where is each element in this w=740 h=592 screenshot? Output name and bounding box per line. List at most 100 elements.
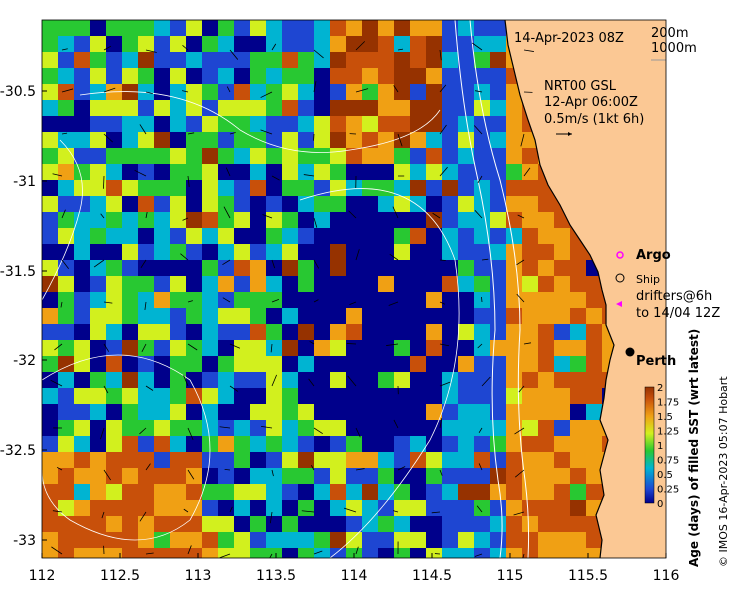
current-vector: [61, 132, 68, 135]
sst-cell: [362, 420, 379, 437]
sst-cell: [538, 532, 555, 549]
sst-cell: [426, 548, 443, 558]
sst-cell: [410, 260, 427, 277]
sst-cell: [506, 164, 523, 181]
sst-cell: [154, 388, 171, 405]
sst-cell: [250, 212, 267, 229]
sst-cell: [250, 164, 267, 181]
sst-cell: [74, 212, 91, 229]
sst-cell: [314, 164, 331, 181]
sst-cell: [522, 308, 539, 325]
sst-cell: [378, 20, 395, 37]
current-vector: [474, 553, 483, 557]
sst-cell: [490, 52, 507, 69]
current-vector: [439, 124, 447, 135]
sst-cell: [298, 212, 315, 229]
sst-cell: [506, 276, 523, 293]
sst-cell: [314, 52, 331, 69]
sst-cell: [570, 244, 587, 261]
sst-cell: [426, 452, 443, 469]
sst-cell: [138, 260, 155, 277]
sst-cell: [90, 516, 107, 533]
sst-cell: [410, 356, 427, 373]
sst-cell: [90, 132, 107, 149]
sst-cell: [362, 356, 379, 373]
sst-cell: [346, 116, 363, 133]
sst-cell: [218, 500, 235, 517]
sst-cell: [314, 468, 331, 485]
sst-cell: [474, 52, 491, 69]
sst-cell: [394, 164, 411, 181]
sst-cell: [362, 404, 379, 421]
current-vector: [481, 376, 491, 387]
sst-cell: [362, 116, 379, 133]
current-vector: [270, 343, 273, 353]
sst-cell: [202, 36, 219, 53]
sst-cell: [458, 292, 475, 309]
colorbar-tick-label: 0: [657, 499, 663, 510]
sst-cell: [90, 212, 107, 229]
sst-cell: [186, 164, 203, 181]
sst-cell: [74, 196, 91, 213]
sst-cell: [346, 20, 363, 37]
current-vector: [349, 301, 357, 305]
sst-cell: [138, 468, 155, 485]
sst-cell: [106, 388, 123, 405]
sst-cell: [346, 404, 363, 421]
current-vector: [313, 81, 317, 93]
y-tick-label: -30.5: [0, 84, 36, 100]
sst-cell: [330, 452, 347, 469]
y-tick-label: -32.5: [0, 443, 36, 459]
sst-cell: [186, 20, 203, 37]
current-vector: [187, 427, 194, 441]
sst-cell: [218, 244, 235, 261]
sst-cell: [42, 228, 59, 245]
colorbar: [644, 386, 655, 504]
current-vector: [260, 91, 273, 98]
sst-cell: [330, 68, 347, 85]
sst-cell: [314, 532, 331, 549]
sst-cell: [42, 52, 59, 69]
sst-cell: [586, 548, 603, 558]
sst-cell: [570, 356, 587, 373]
sst-cell: [378, 36, 395, 53]
sst-cell: [314, 292, 331, 309]
sst-cell: [90, 324, 107, 341]
sst-cell: [106, 276, 123, 293]
x-tick-label: 113: [185, 568, 212, 584]
sst-cell: [138, 196, 155, 213]
sst-cell: [170, 340, 187, 357]
map-area[interactable]: [42, 20, 681, 565]
sst-cell: [74, 388, 91, 405]
current-vector: [355, 468, 365, 471]
sst-cell: [154, 20, 171, 37]
sst-cell: [506, 372, 523, 389]
timestamp-label: 14-Apr-2023 08Z: [514, 31, 624, 46]
current-vector: [310, 465, 315, 471]
sst-cell: [298, 404, 315, 421]
sst-cell: [330, 324, 347, 341]
current-vector: [225, 167, 231, 177]
sst-cell: [362, 468, 379, 485]
sst-cell: [202, 516, 219, 533]
current-vector: [52, 173, 63, 177]
sst-cell: [330, 372, 347, 389]
sst-cell: [538, 244, 555, 261]
sst-cell: [410, 228, 427, 245]
sst-cell: [314, 356, 331, 373]
sst-cell: [202, 292, 219, 309]
perth-marker[interactable]: [625, 347, 635, 357]
sst-cell: [426, 356, 443, 373]
sst-cell: [314, 516, 331, 533]
sst-cell: [442, 340, 459, 357]
sst-cell: [42, 420, 59, 437]
sst-cell: [170, 260, 187, 277]
sst-cell: [106, 340, 123, 357]
sst-cell: [234, 180, 251, 197]
sst-cell: [218, 52, 235, 69]
sst-cell: [282, 516, 299, 533]
current-vectors: [50, 41, 534, 558]
sst-cell: [42, 468, 59, 485]
sst-cell: [506, 452, 523, 469]
sst-cell: [234, 20, 251, 37]
